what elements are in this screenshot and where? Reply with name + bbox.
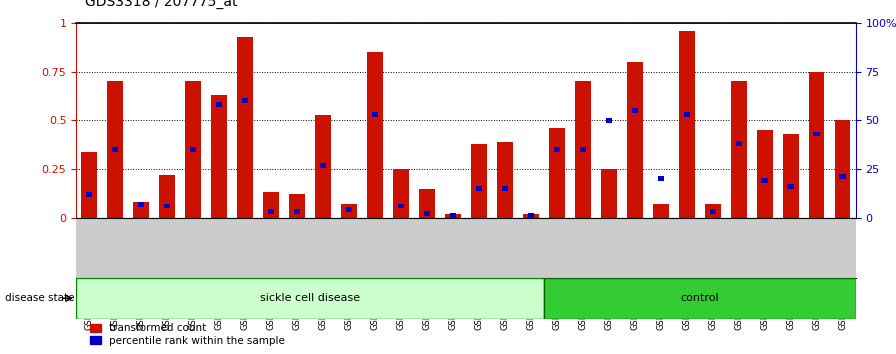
Text: sickle cell disease: sickle cell disease (260, 293, 360, 303)
Bar (367, 52, 383, 218)
Bar (606, 118, 612, 123)
Bar (424, 211, 430, 216)
Bar (762, 178, 768, 183)
Bar (237, 37, 253, 218)
Bar (471, 144, 487, 218)
Bar (445, 214, 461, 218)
Bar (112, 147, 118, 152)
Bar (627, 62, 642, 218)
FancyBboxPatch shape (544, 278, 856, 319)
Bar (190, 147, 196, 152)
Bar (731, 81, 746, 218)
Bar (450, 213, 456, 218)
Bar (814, 132, 820, 136)
Bar (216, 102, 222, 107)
Bar (653, 204, 668, 218)
Bar (372, 112, 378, 117)
Legend: transformed count, percentile rank within the sample: transformed count, percentile rank withi… (90, 324, 285, 346)
Bar (185, 81, 201, 218)
Bar (580, 147, 586, 152)
Bar (164, 204, 170, 209)
Bar (341, 204, 357, 218)
Bar (315, 115, 331, 218)
Bar (736, 141, 742, 146)
Bar (393, 169, 409, 218)
Bar (419, 188, 435, 218)
Bar (502, 186, 508, 191)
Bar (809, 72, 824, 218)
Bar (684, 112, 690, 117)
Bar (294, 210, 300, 214)
Bar (705, 204, 720, 218)
Bar (840, 175, 846, 179)
Text: control: control (680, 293, 719, 303)
Bar (788, 184, 794, 189)
Bar (757, 130, 772, 218)
Bar (528, 213, 534, 218)
Bar (476, 186, 482, 191)
Bar (679, 31, 694, 218)
Bar (835, 120, 850, 218)
Bar (783, 134, 798, 218)
Bar (108, 81, 123, 218)
Bar (268, 210, 274, 214)
Bar (320, 163, 326, 167)
Bar (82, 152, 97, 218)
Bar (346, 207, 352, 212)
Bar (632, 108, 638, 113)
Bar (658, 176, 664, 181)
Bar (242, 98, 248, 103)
Bar (523, 214, 538, 218)
Bar (86, 192, 92, 197)
Bar (398, 204, 404, 209)
Bar (138, 202, 144, 206)
Text: disease state: disease state (4, 293, 74, 303)
Bar (549, 128, 564, 218)
Bar (211, 95, 227, 218)
Bar (134, 202, 149, 218)
Bar (575, 81, 590, 218)
Bar (263, 193, 279, 218)
Bar (601, 169, 616, 218)
FancyBboxPatch shape (76, 278, 544, 319)
Bar (497, 142, 513, 218)
Bar (289, 194, 305, 218)
Bar (554, 147, 560, 152)
Bar (159, 175, 175, 218)
Bar (710, 210, 716, 214)
Text: GDS3318 / 207775_at: GDS3318 / 207775_at (85, 0, 237, 9)
